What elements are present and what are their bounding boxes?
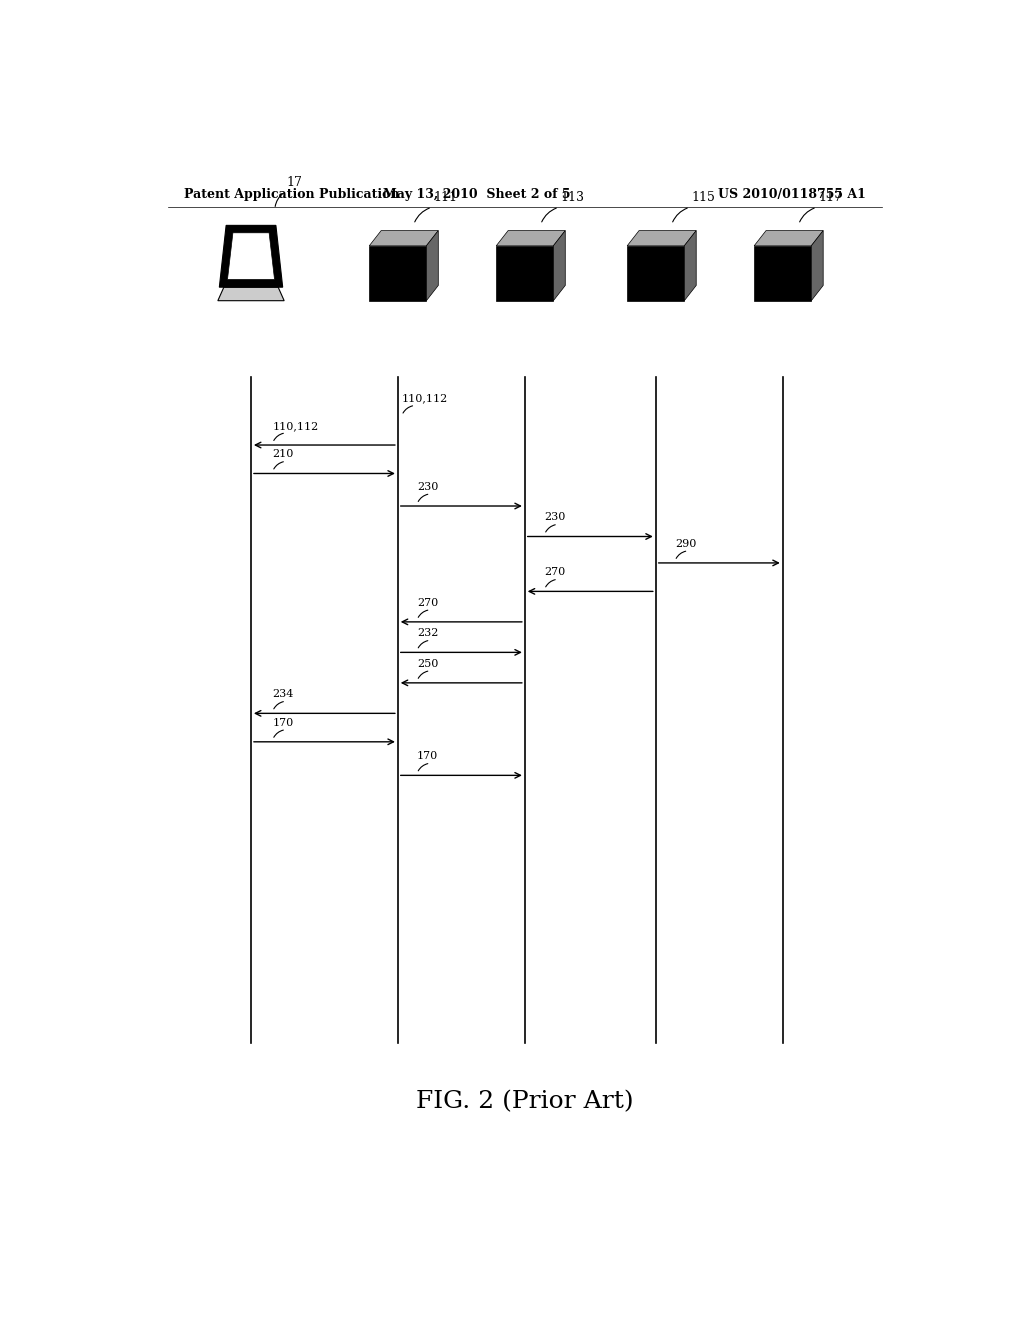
- Polygon shape: [811, 231, 823, 301]
- Text: 232: 232: [417, 628, 438, 638]
- Text: 17: 17: [287, 176, 303, 189]
- Polygon shape: [497, 246, 553, 301]
- Polygon shape: [219, 226, 283, 288]
- Text: 170: 170: [272, 718, 294, 727]
- Polygon shape: [627, 246, 684, 301]
- Polygon shape: [754, 231, 823, 246]
- Text: Patent Application Publication: Patent Application Publication: [183, 189, 399, 202]
- Polygon shape: [684, 231, 696, 301]
- Polygon shape: [627, 231, 696, 246]
- Polygon shape: [426, 231, 438, 301]
- Text: 110,112: 110,112: [272, 421, 318, 430]
- Text: 110,112: 110,112: [401, 393, 449, 404]
- Text: 270: 270: [417, 598, 438, 607]
- Text: 210: 210: [272, 449, 294, 459]
- Polygon shape: [497, 231, 565, 246]
- Text: FIG. 2 (Prior Art): FIG. 2 (Prior Art): [416, 1090, 634, 1113]
- Polygon shape: [370, 231, 438, 246]
- Text: 115: 115: [691, 191, 716, 205]
- Polygon shape: [754, 246, 811, 301]
- Polygon shape: [553, 231, 565, 301]
- Text: 230: 230: [545, 512, 566, 523]
- Polygon shape: [370, 246, 426, 301]
- Text: 290: 290: [675, 539, 696, 549]
- Polygon shape: [218, 288, 285, 301]
- Text: 250: 250: [417, 659, 438, 669]
- Polygon shape: [227, 232, 274, 280]
- Text: 113: 113: [560, 191, 585, 205]
- Text: 270: 270: [545, 568, 565, 577]
- Text: 117: 117: [818, 191, 843, 205]
- Text: 170: 170: [417, 751, 438, 762]
- Text: 111: 111: [433, 191, 458, 205]
- Text: US 2010/0118755 A1: US 2010/0118755 A1: [718, 189, 866, 202]
- Text: May 13, 2010  Sheet 2 of 5: May 13, 2010 Sheet 2 of 5: [383, 189, 571, 202]
- Text: 234: 234: [272, 689, 294, 700]
- Text: 230: 230: [417, 482, 438, 492]
